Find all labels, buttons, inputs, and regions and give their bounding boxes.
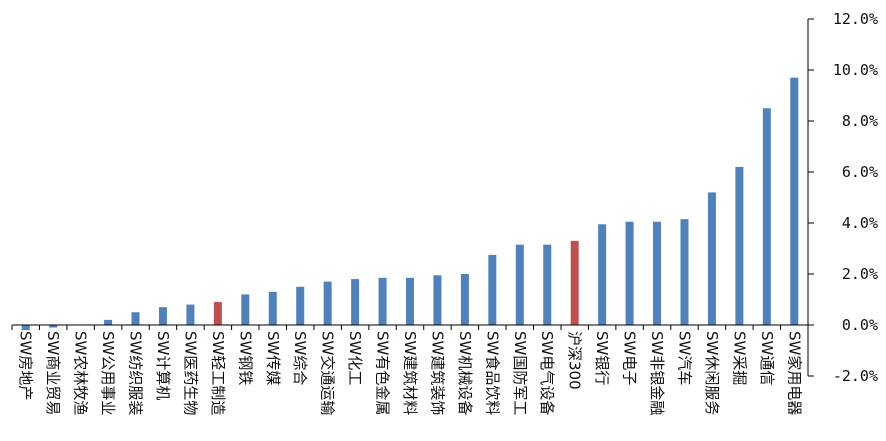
bar: [49, 325, 58, 328]
bar: [351, 279, 360, 325]
category-label: SW机械设备: [456, 331, 474, 415]
bar: [21, 325, 30, 331]
bars-group: [21, 77, 799, 331]
category-label: SW传媒: [264, 331, 282, 385]
category-label: SW房地产: [17, 331, 35, 400]
bar: [680, 219, 689, 325]
y-tick-label: 8.0%: [842, 112, 878, 130]
bar: [790, 77, 799, 326]
category-label: SW农林牧渔: [72, 331, 90, 415]
bar: [406, 277, 414, 325]
y-tick-label: -2.0%: [833, 367, 878, 385]
bar: [158, 307, 167, 325]
category-label: SW电气设备: [538, 331, 556, 415]
y-tick-label: 10.0%: [833, 61, 878, 79]
category-label: SW商业贸易: [44, 331, 62, 415]
category-label: SW纺织服装: [127, 331, 145, 415]
bar: [213, 302, 222, 325]
category-label: SW国防军工: [511, 331, 529, 415]
category-label: SW计算机: [154, 331, 172, 400]
bar: [323, 281, 332, 325]
bar: [543, 244, 552, 325]
y-tick-label: 0.0%: [842, 316, 878, 334]
bar: [598, 224, 607, 325]
bar: [653, 221, 662, 325]
category-label: SW家用电器: [785, 331, 803, 415]
category-label: SW采掘: [730, 331, 748, 385]
category-label: SW交通运输: [319, 331, 337, 415]
bar: [296, 286, 305, 325]
bar: [104, 319, 113, 325]
bar: [378, 277, 387, 325]
category-label: 沪深300: [566, 331, 584, 390]
category-label: SW化工: [346, 331, 364, 385]
category-label: SW医药生物: [181, 331, 199, 415]
category-label: SW食品饮料: [483, 331, 501, 415]
category-label: SW非银金融: [648, 331, 666, 415]
category-label: SW建筑装饰: [428, 331, 446, 415]
bar: [488, 254, 497, 326]
bar: [460, 274, 469, 325]
category-label: SW有色金属: [374, 331, 392, 415]
y-ticks-group: -2.0% 0.0% 2.0% 4.0% 6.0% 8.0% 10.0% 12.0%: [808, 10, 878, 385]
y-tick-label: 4.0%: [842, 214, 878, 232]
category-label: SW银行: [593, 331, 611, 385]
category-labels-group: SW房地产 SW商业贸易 SW农林牧渔 SW公用事业 SW纺织服装 SW计算机 SW医药生物…: [17, 331, 804, 415]
y-tick-label: 2.0%: [842, 265, 878, 283]
category-label: SW通信: [758, 331, 776, 385]
bar: [268, 291, 277, 325]
category-label: SW休闲服务: [703, 331, 721, 415]
bar: [707, 192, 716, 325]
bar: [131, 312, 140, 325]
category-label: SW轻工制造: [209, 331, 227, 415]
bar: [762, 108, 771, 325]
category-label: SW电子: [621, 331, 639, 385]
bar: [241, 294, 250, 325]
bar: [186, 304, 195, 325]
axes-group: [11, 19, 809, 376]
category-label: SW综合: [291, 331, 309, 385]
bar: [625, 221, 634, 325]
bar: [515, 244, 524, 325]
bar: [433, 275, 442, 325]
y-tick-label: 6.0%: [842, 163, 878, 181]
category-label: SW汽车: [675, 331, 693, 385]
category-label: SW建筑材料: [401, 331, 419, 415]
category-label: SW公用事业: [99, 331, 117, 415]
bar: [570, 240, 579, 325]
category-label: SW钢铁: [236, 331, 254, 385]
y-tick-label: 12.0%: [833, 10, 878, 28]
bar: [735, 166, 744, 325]
